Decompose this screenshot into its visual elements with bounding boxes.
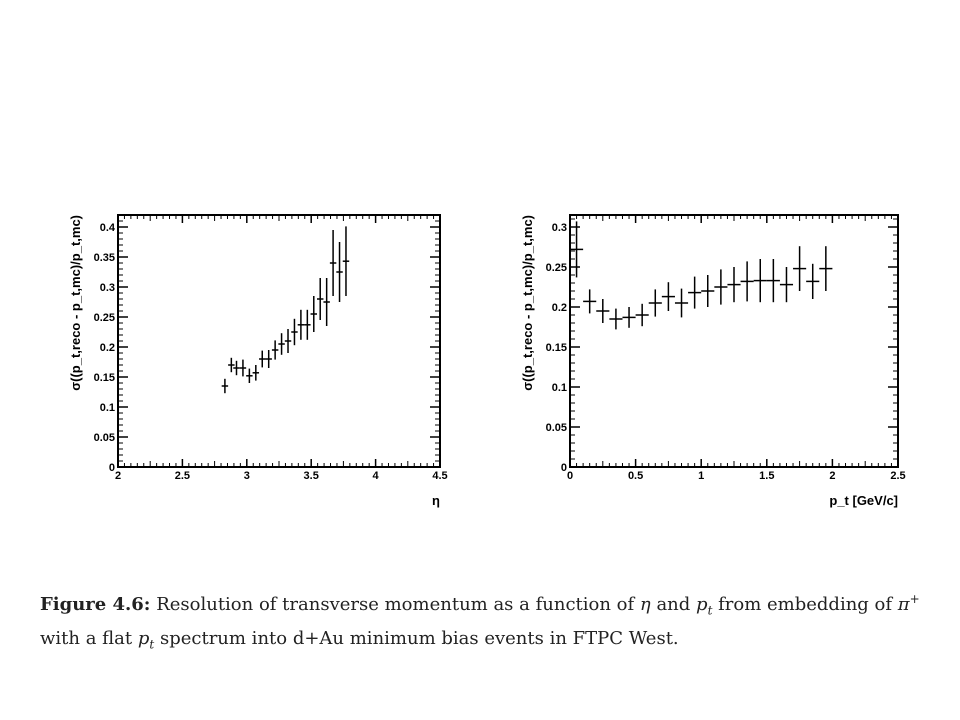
chart2-data-point	[661, 282, 675, 311]
caption-pt: pt	[696, 594, 713, 618]
chart1-x-tick-label: 4	[373, 470, 380, 482]
chart2-data-point	[609, 308, 623, 330]
chart1-data-point	[336, 242, 343, 302]
caption-pt-2: pt	[137, 627, 155, 652]
chart1-data-point	[221, 378, 229, 394]
chart2-data-point	[779, 267, 794, 303]
chart1-data-point	[329, 230, 337, 296]
chart2-data-point	[583, 289, 597, 314]
chart2-data-point	[622, 307, 636, 328]
chart1-data-point	[228, 357, 235, 373]
chart2-data-point	[570, 221, 584, 278]
chart1-y-tick-label: 0.2	[100, 342, 115, 354]
chart1-y-tick-label: 0.25	[94, 312, 115, 324]
caption-text-4: spectrum into d+Au minimum bias events i…	[159, 627, 679, 649]
chart1-data-point	[239, 359, 247, 377]
chart2-y-tick-label: 0.1	[552, 382, 567, 394]
chart2-y-axis-label: σ((p_t,reco - p_t,mc)/p_t,mc)	[520, 215, 535, 391]
caption-label: Figure 4.6:	[40, 594, 151, 615]
chart1-y-tick-label: 0.35	[94, 252, 115, 264]
figure-caption: Figure 4.6: Resolution of transverse mom…	[40, 585, 940, 658]
chart2-data-point	[688, 276, 702, 309]
chart1-y-axis-label: σ((p_t,reco - p_t,mc)/p_t,mc)	[68, 215, 83, 391]
caption-text-1: Resolution of transverse momentum as a f…	[156, 594, 635, 615]
chart1-x-tick-label: 4.5	[432, 470, 447, 482]
caption-and: and	[656, 594, 691, 615]
chart2-x-tick-label: 2	[829, 470, 835, 482]
chart2-data-point	[648, 289, 662, 317]
chart2-x-tick-label: 0.5	[628, 470, 643, 482]
chart2-x-axis-label: p_t [GeV/c]	[829, 493, 898, 508]
chart2-data-point	[806, 263, 820, 299]
eta-resolution-chart: 2 2.5 3 3.5 4 4.5 0 0.05 0.1 0.15 0.2 0.25 0.3 0.35 0.…	[68, 214, 448, 508]
chart2-data-point	[766, 259, 780, 303]
chart1-data-point	[246, 368, 253, 383]
chart1-y-tick-label: 0.15	[94, 372, 115, 384]
chart1-data-point	[310, 296, 317, 332]
chart2-data-point	[635, 303, 649, 327]
chart1-data-point	[316, 278, 324, 320]
chart1-data-point	[284, 329, 292, 353]
chart1-y-tick-label: 0.05	[94, 432, 115, 444]
chart2-y-tick-label: 0.15	[546, 342, 567, 354]
caption-text-2: from embedding of	[718, 594, 893, 615]
chart2-y-tick-label: 0.3	[552, 222, 567, 234]
chart2-data-point	[674, 288, 689, 318]
chart2-y-tick-label: 0.05	[546, 422, 567, 434]
chart2-x-tick-label: 0	[567, 470, 573, 482]
chart1-data-point	[297, 309, 305, 340]
chart1-y-tick-label: 0.1	[100, 402, 115, 414]
chart1-x-tick-label: 3.5	[304, 470, 319, 482]
chart2-x-tick-label: 2.5	[890, 470, 905, 482]
caption-text-3: with a flat	[40, 627, 133, 649]
chart2-data-point	[596, 299, 610, 323]
chart1-data-point	[265, 350, 272, 368]
chart1-data-point	[323, 278, 330, 326]
chart1-data-point	[342, 226, 350, 296]
chart1-data-point	[271, 340, 279, 360]
chart2-y-tick-label: 0	[561, 462, 567, 474]
chart2-y-tick-label: 0.2	[552, 302, 567, 314]
pt-resolution-chart: 0 0.5 1 1.5 2 2.5 0 0.05 0.1 0.15 0.2 0.25 0.3 p_t [G…	[520, 214, 906, 508]
chart1-data-point	[291, 318, 298, 346]
chart2-data-point	[727, 267, 741, 303]
chart2-y-tick-label: 0.25	[546, 262, 567, 274]
chart2-frame	[569, 214, 899, 468]
chart1-y-tick-label: 0	[109, 462, 115, 474]
chart2-data-point	[714, 269, 728, 305]
chart2-data-point	[740, 261, 754, 302]
chart1-x-axis-label: η	[432, 493, 440, 508]
chart1-data-point	[252, 365, 260, 381]
chart1-y-tick-label: 0.4	[100, 222, 116, 234]
chart2-data-point	[819, 246, 833, 291]
chart2-x-tick-label: 1.5	[759, 470, 774, 482]
caption-eta: η	[639, 594, 651, 615]
chart2-data-point	[793, 246, 807, 291]
chart1-data-point	[259, 350, 266, 368]
chart1-data-point	[304, 309, 311, 340]
chart2-data-point	[701, 275, 715, 307]
chart1-x-tick-label: 3	[244, 470, 250, 482]
chart1-x-tick-label: 2.5	[175, 470, 190, 482]
chart1-x-tick-label: 2	[115, 470, 121, 482]
caption-pi: π+	[897, 592, 920, 615]
chart1-data-point	[278, 333, 285, 355]
chart2-x-tick-label: 1	[698, 470, 704, 482]
chart1-y-tick-label: 0.3	[100, 282, 115, 294]
chart2-data-point	[753, 259, 767, 303]
chart1-data-point	[233, 360, 240, 376]
chart1-frame	[117, 214, 441, 468]
